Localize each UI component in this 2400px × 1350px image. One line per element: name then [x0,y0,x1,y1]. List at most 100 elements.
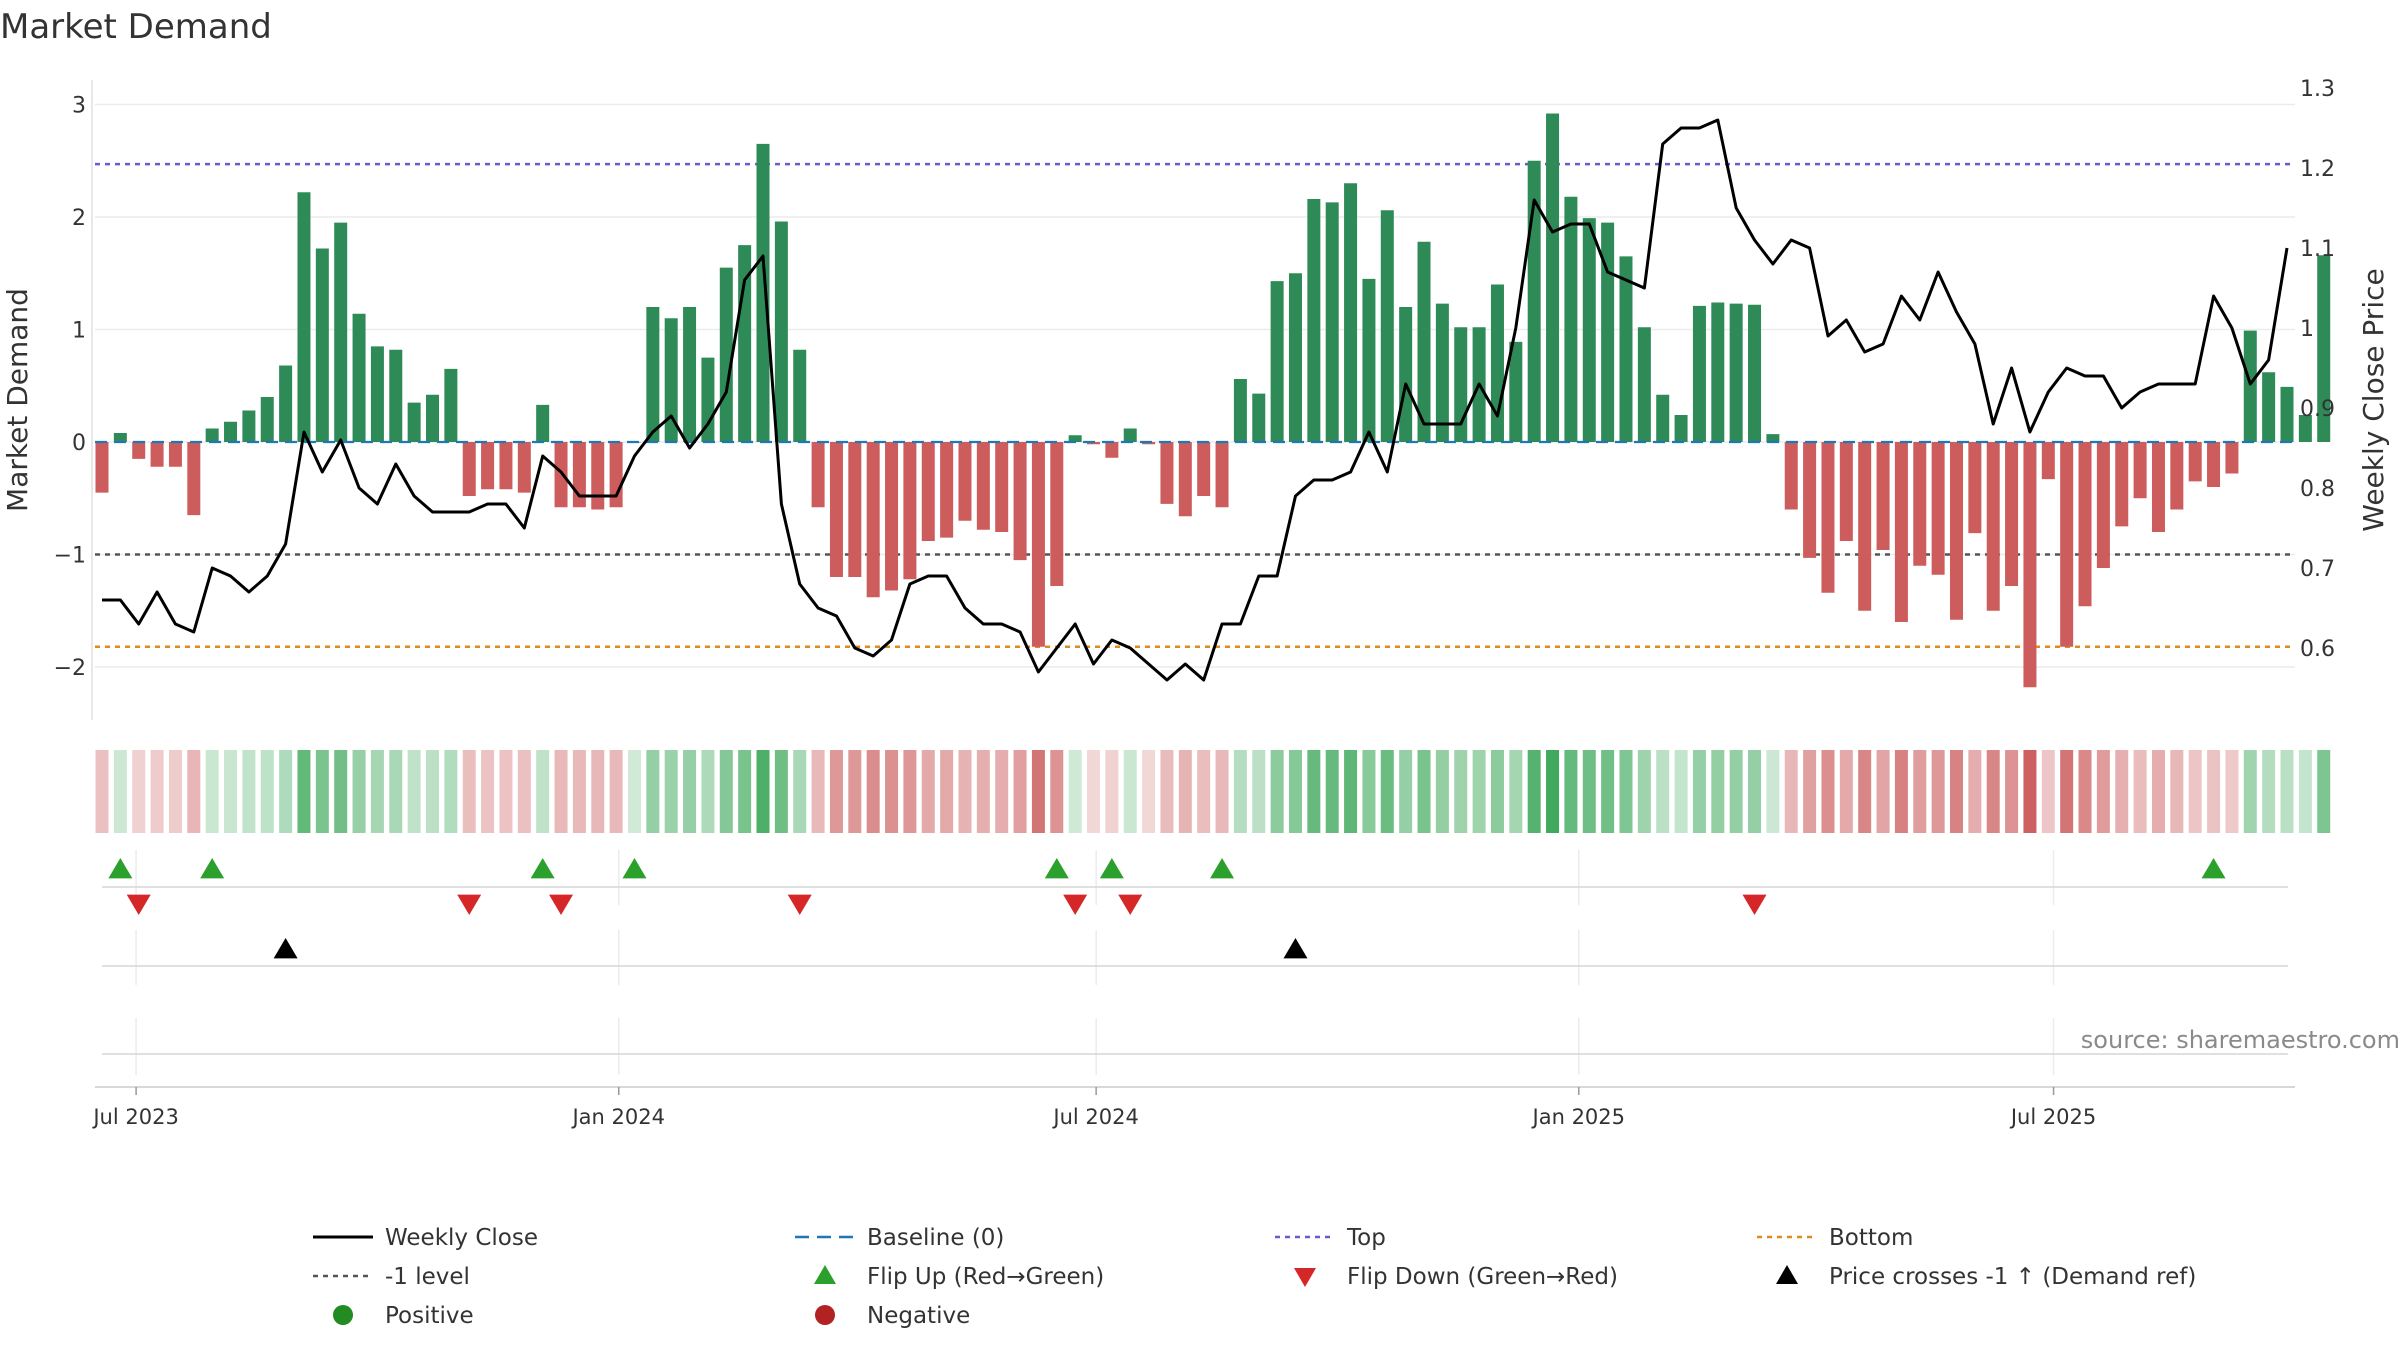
legend-entry: Top [1275,1225,1386,1251]
demand-bar [646,307,660,442]
demand-bar [536,404,550,442]
demand-bar [1344,183,1358,442]
y2-axis-label: Weekly Close Price [2357,268,2390,531]
heat-strip-cell [958,750,972,833]
heat-strip-cell [1215,750,1229,833]
y2-tick-label: 0.8 [2300,477,2335,502]
x-tick-label: Jan 2024 [570,1105,665,1129]
demand-bar [2243,330,2257,442]
heat-strip-cell [334,750,348,833]
demand-bar [903,442,917,580]
y-tick-label: −2 [54,656,86,681]
legend-entry: Bottom [1757,1225,1913,1251]
flip-up-marker [1044,858,1069,879]
heat-strip-cell [1142,750,1156,833]
y2-tick-label: 0.7 [2300,557,2335,582]
heat-strip-cell [150,750,164,833]
y2-tick-label: 0.6 [2300,637,2335,662]
weekly-close-line [102,118,2289,682]
legend-label: -1 level [385,1264,470,1290]
heat-strip-cell [2298,750,2312,833]
heat-strip-cell [1748,750,1762,833]
flip-down-marker [787,894,812,915]
heat-strip-cell [1050,750,1064,833]
demand-bar [774,221,788,442]
demand-bar [1564,196,1578,442]
flip-up-marker [1210,858,1235,879]
demand-bar [1050,442,1064,586]
demand-bar [940,442,954,538]
heat-strip-cell [224,750,238,833]
heat-strip-cell [1913,750,1927,833]
legend-entry: Price crosses -1 ↑ (Demand ref) [1776,1264,2196,1290]
demand-bar [1362,278,1376,442]
demand-bar [958,442,972,521]
demand-bar [1711,302,1725,442]
heat-strip-cell [1105,750,1119,833]
demand-bar [2023,442,2037,688]
demand-bars [95,113,2331,688]
demand-bar [2060,442,2074,647]
y2-tick-label: 1.3 [2300,77,2335,102]
heat-strip-cell [1931,750,1945,833]
heat-strip-cell [1270,750,1284,833]
heat-strip-cell [609,750,623,833]
heat-strip-cell [1013,750,1027,833]
demand-bar [1197,442,1211,496]
heat-strip-cell [2023,750,2037,833]
heat-strip-cell [646,750,660,833]
demand-bar [132,442,146,459]
demand-bar [279,365,293,442]
demand-bar [2170,442,2184,510]
demand-bar [1399,307,1413,442]
source-credit: source: sharemaestro.com [2081,1026,2400,1054]
heat-strip-cell [2207,750,2221,833]
heat-strip-cell [1087,750,1101,833]
heat-strip-cell [1858,750,1872,833]
demand-bar [1270,281,1284,442]
demand-bar [554,442,568,508]
heat-strip-cell [719,750,733,833]
demand-bar [1233,379,1247,442]
demand-bar [1142,442,1156,445]
heat-strip-cell [536,750,550,833]
heat-strip-cell [389,750,403,833]
demand-bar [242,410,256,442]
legend-swatch-triangle-down [1294,1268,1316,1287]
demand-bar [1215,442,1229,508]
heat-strip-cell [2170,750,2184,833]
heat-strip-cell [1582,750,1596,833]
heat-strip-cell [132,750,146,833]
demand-bar [499,442,513,490]
heat-strip-cell [2133,750,2147,833]
heat-strip-cell [1766,750,1780,833]
heat-strip-cell [921,750,935,833]
heat-strip-cell [1307,750,1321,833]
heat-strip-cell [426,750,440,833]
heat-strip-cell [811,750,825,833]
demand-bar [1582,218,1596,442]
legend-entry: Baseline (0) [795,1225,1004,1251]
demand-bar [334,222,348,442]
heat-strip-cell [1601,750,1615,833]
legend-label: Top [1346,1225,1386,1251]
heat-strip-cell [848,750,862,833]
demand-bar [260,397,274,442]
demand-bar [866,442,880,598]
heat-strip-cell [1031,750,1045,833]
heat-strip-cell [168,750,182,833]
heat-strip-cell [297,750,311,833]
demand-bar [1252,393,1266,442]
heat-strip-cell [1729,750,1743,833]
heat-strip-cell [187,750,201,833]
demand-bar [352,313,366,442]
heat-strip-cell [2280,750,2294,833]
heat-strip-cell [407,750,421,833]
heat-strip-cell [903,750,917,833]
legend-entry: Flip Down (Green→Red) [1294,1264,1618,1290]
heat-strip-cell [1637,750,1651,833]
y2-tick-label: 1.2 [2300,157,2335,182]
heat-strip-cell [1490,750,1504,833]
legend: Weekly Close Baseline (0) Top Bottom -1 leve… [313,1225,2196,1329]
demand-bar [1876,442,1890,550]
